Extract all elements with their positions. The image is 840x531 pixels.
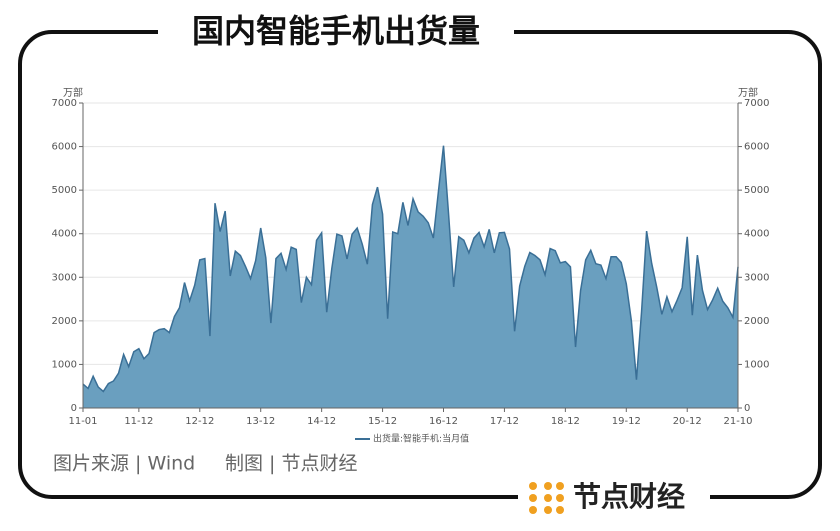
y-tick-label: 0 (71, 403, 77, 414)
y2-tick-label: 5000 (744, 185, 769, 196)
x-tick-label: 13-12 (246, 416, 275, 427)
y-tick-label: 1000 (52, 359, 77, 370)
x-tick-label: 21-10 (723, 416, 752, 427)
x-tick-label: 11-01 (68, 416, 97, 427)
x-tick-label: 18-12 (551, 416, 580, 427)
y-tick-label: 6000 (52, 142, 77, 153)
plot: 0 1000 2000 3000 4000 5000 6000 7000 0 1000 2000 30… (52, 98, 770, 427)
logo-icon (529, 482, 564, 514)
y2-tick-label: 3000 (744, 272, 769, 283)
x-tick-label: 16-12 (429, 416, 458, 427)
y-tick-label: 7000 (52, 98, 77, 109)
x-tick-label: 14-12 (307, 416, 336, 427)
x-tick-label: 15-12 (368, 416, 397, 427)
chart-title: 国内智能手机出货量 (192, 12, 480, 50)
y2-tick-label: 6000 (744, 142, 769, 153)
y2-tick-label: 1000 (744, 359, 769, 370)
y2-tick-label: 0 (744, 403, 750, 414)
x-tick-label: 17-12 (490, 416, 519, 427)
line (82, 145, 739, 393)
y2-tick-label: 7000 (744, 98, 769, 109)
y-axis-unit: 万部 (63, 86, 83, 99)
x-tick-label: 19-12 (612, 416, 641, 427)
source: 图片来源 | Wind (53, 453, 195, 475)
y2-tick-label: 2000 (744, 316, 769, 327)
logo-text: 节点财经 (573, 480, 685, 513)
title-backdrop (158, 8, 514, 56)
x-tick-label: 12-12 (185, 416, 214, 427)
credit: 制图 | 节点财经 (225, 453, 357, 475)
y2-axis-unit: 万部 (738, 86, 758, 99)
y-tick-label: 4000 (52, 229, 77, 240)
legend-label: 出货量:智能手机:当月值 (373, 433, 469, 445)
y-tick-label: 2000 (52, 316, 77, 327)
y2-tick-label: 4000 (744, 229, 769, 240)
x-tick-label: 20-12 (673, 416, 702, 427)
area (83, 145, 738, 408)
y-tick-label: 5000 (52, 185, 77, 196)
x-tick-label: 11-12 (124, 416, 153, 427)
y-tick-label: 3000 (52, 272, 77, 283)
